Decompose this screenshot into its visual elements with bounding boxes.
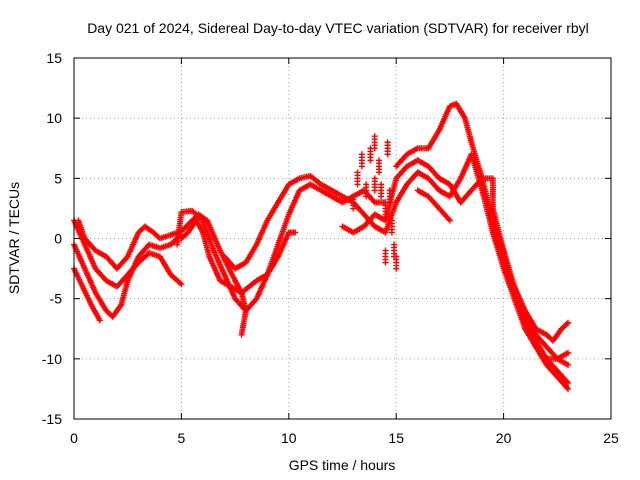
y-tick-label: 5 <box>54 170 62 186</box>
data-point <box>386 199 393 206</box>
data-point <box>350 205 357 212</box>
x-axis-label: GPS time / hours <box>289 457 396 473</box>
data-point <box>354 181 361 188</box>
data-point <box>382 211 389 218</box>
data-point <box>563 320 570 327</box>
y-tick-label: 10 <box>46 110 62 126</box>
x-tick-label: 25 <box>603 430 619 446</box>
data-point <box>367 157 374 164</box>
data-point <box>292 229 299 236</box>
data-point <box>178 281 185 288</box>
data-point <box>238 331 245 338</box>
y-tick-label: 15 <box>46 50 62 66</box>
data-point <box>565 379 572 386</box>
x-tick-label: 10 <box>281 430 297 446</box>
data-point <box>388 229 395 236</box>
y-tick-label: -10 <box>42 351 62 367</box>
x-tick-label: 20 <box>496 430 512 446</box>
data-point <box>565 385 572 392</box>
chart-title: Day 021 of 2024, Sidereal Day-to-day VTE… <box>87 20 589 36</box>
data-point <box>565 349 572 356</box>
data-point <box>376 169 383 176</box>
x-axis: 0 5 10 15 20 25 <box>70 58 619 446</box>
data-point <box>371 187 378 194</box>
x-tick-label: 15 <box>388 430 404 446</box>
y-tick-label: 0 <box>54 231 62 247</box>
data-point <box>371 145 378 152</box>
data-point <box>378 193 385 200</box>
y-tick-label: -5 <box>50 291 63 307</box>
data-point <box>96 317 103 324</box>
data-points <box>71 100 572 392</box>
data-point <box>565 319 572 326</box>
data-point <box>358 163 365 170</box>
data-point <box>384 151 391 158</box>
data-point <box>363 193 370 200</box>
grid <box>74 58 611 419</box>
data-point <box>446 217 453 224</box>
data-point <box>565 361 572 368</box>
data-point <box>393 265 400 272</box>
y-axis: -15 -10 -5 0 5 10 15 <box>42 50 611 427</box>
data-point <box>382 259 389 266</box>
y-axis-label: SDTVAR / TECUs <box>6 182 22 294</box>
x-tick-label: 0 <box>70 430 78 446</box>
x-tick-label: 5 <box>178 430 186 446</box>
y-tick-label: -15 <box>42 411 62 427</box>
